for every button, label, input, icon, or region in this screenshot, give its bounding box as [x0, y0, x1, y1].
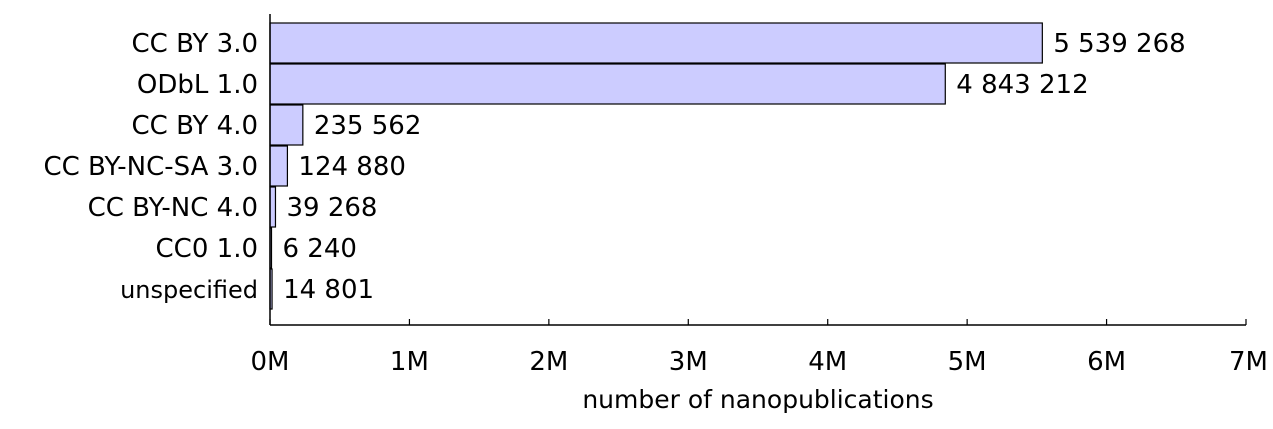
x-tick-label: 7M [1229, 347, 1268, 377]
x-tick-label: 0M [251, 347, 290, 377]
category-label: CC BY-NC-SA 3.0 [43, 152, 258, 182]
category-label: CC BY 3.0 [132, 29, 258, 59]
x-tick-label: 1M [390, 347, 429, 377]
value-label: 4 843 212 [956, 70, 1088, 100]
value-label: 14 801 [283, 275, 374, 305]
value-label: 39 268 [286, 193, 377, 223]
category-label: CC BY-NC 4.0 [88, 193, 258, 223]
category-label: CC0 1.0 [156, 234, 258, 264]
bar [269, 145, 289, 187]
category-label: CC BY 4.0 [132, 111, 258, 141]
value-label: 235 562 [314, 111, 422, 141]
value-label: 124 880 [298, 152, 406, 182]
x-axis-title: number of nanopublications [582, 385, 933, 414]
x-tick-label: 4M [808, 347, 847, 377]
x-tick-label: 6M [1087, 347, 1126, 377]
axes-group [269, 14, 1246, 326]
value-label: 6 240 [283, 234, 357, 264]
bar [269, 22, 1043, 64]
value-label: 5 539 268 [1053, 29, 1185, 59]
category-label: ODbL 1.0 [137, 70, 258, 100]
x-ticks-group: 0M 1M 2M 3M 4M 5M 6M 7M [251, 319, 1268, 377]
bar [269, 63, 946, 105]
x-tick-label: 2M [529, 347, 568, 377]
category-label: unspecified [120, 276, 258, 304]
bars-group: CC BY 3.0 5 539 268 ODbL 1.0 4 843 212 CC BY… [43, 22, 1186, 310]
x-tick-label: 3M [669, 347, 708, 377]
x-tick-label: 5M [948, 347, 987, 377]
bar [269, 186, 277, 228]
bar [269, 104, 304, 146]
